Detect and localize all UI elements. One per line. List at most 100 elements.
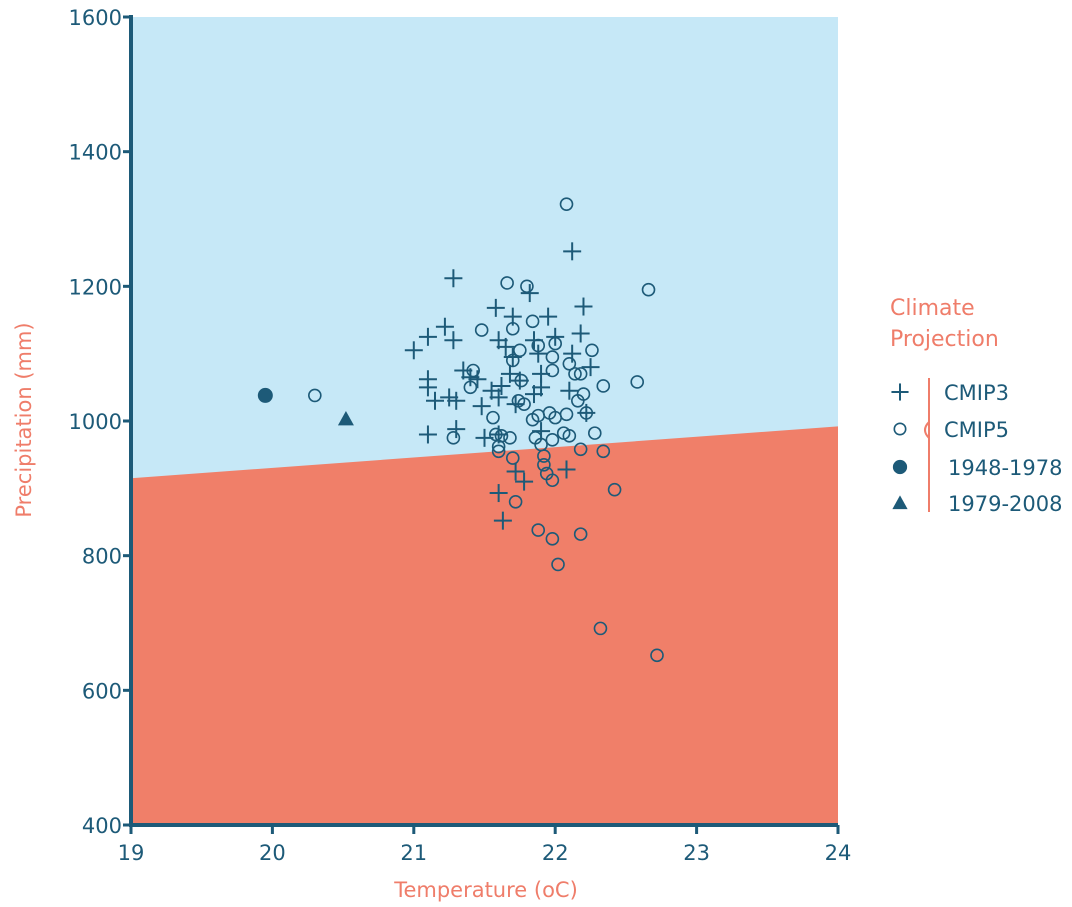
data-point [545,350,560,364]
data-point [559,407,574,422]
data-point [525,314,540,329]
background-region-below [131,426,838,825]
data-point [505,451,520,465]
data-point [545,433,560,447]
x-tick-label: 23 [683,841,710,865]
x-tick-label: 20 [259,841,286,865]
data-point [520,279,534,294]
series-1948-1978 [257,387,273,403]
data-point [531,523,546,537]
data-point [513,343,527,358]
data-point [545,473,560,488]
axes: 400 600 800 1000 1200 1400 1600 19 20 21 22 23 24 [69,6,852,865]
data-point [404,341,423,360]
data-point [508,494,523,509]
data-point [466,363,480,378]
y-tick-label: 1400 [69,141,122,165]
data-point [548,336,563,351]
data-point [505,321,520,336]
data-point [500,276,514,290]
data-point [506,395,525,414]
data-point [559,197,574,211]
data-point [529,344,548,363]
legend-title-line-2: Projection [890,327,999,352]
x-tick-label: 21 [400,841,427,865]
series-cmip3 [404,242,600,530]
data-point [493,511,512,530]
data-point [573,527,588,541]
data-point [503,348,522,367]
data-point [257,387,273,403]
data-point [514,373,529,388]
legend-label-cmip5: CMIP5 [944,418,1009,442]
data-point [532,378,551,397]
data-point [568,367,582,381]
legend-marker-1979-2008 [892,495,908,510]
data-point [579,406,594,420]
data-point [630,375,645,389]
series-1979-2008 [337,410,354,426]
data-point [308,388,322,403]
series-cmip5 [308,197,664,663]
data-point [587,426,602,440]
data-point [520,284,539,303]
y-tick-label: 600 [82,679,122,703]
data-point [581,358,600,377]
data-point [472,397,491,416]
data-point [461,368,480,387]
data-point [444,331,463,350]
y-tick-label: 1200 [69,275,122,299]
data-point [418,378,437,397]
y-tick-label: 800 [82,545,122,569]
data-point [492,376,511,395]
data-point [486,410,500,425]
data-point [440,388,459,407]
data-point [505,353,520,368]
data-point [560,381,579,400]
legend-label-1948-1978: 1948-1978 [948,456,1062,480]
data-point [539,307,558,326]
data-point [596,379,611,393]
data-point [517,397,531,411]
data-point [418,327,437,346]
data-point [489,388,508,407]
data-point [418,425,437,444]
data-point [576,387,591,401]
data-point [551,557,565,572]
data-point [562,429,577,443]
data-point [447,420,466,439]
data-point [531,338,546,353]
data-point [537,457,551,472]
data-point [585,343,599,358]
data-point [596,444,611,459]
data-point [545,532,560,546]
data-point [641,282,656,297]
data-point [496,337,515,356]
legend-title-line-1: Climate [890,296,975,321]
y-tick-label: 1000 [69,410,122,434]
legend-label-1979-2008: 1979-2008 [948,492,1062,516]
data-point [463,380,478,395]
legend-marker-1948-1978 [892,459,908,475]
legend: Climate Projection CMIP3 CMIP5 1948-1978 1979… [890,296,1062,516]
data-point [468,370,487,389]
data-point [573,367,588,381]
data-point [447,391,466,410]
y-tick-label: 1600 [69,6,122,30]
data-point [506,462,525,481]
data-point [435,317,454,336]
data-point [491,444,506,459]
data-point [563,344,582,363]
data-point [537,449,551,463]
x-axis-title: Temperature (oC) [393,878,578,902]
legend-label-cmip3: CMIP3 [944,381,1009,405]
y-tick-label: 400 [82,814,122,838]
data-point [337,410,354,426]
data-point [557,460,576,479]
x-tick-label: 19 [118,841,145,865]
x-tick-label: 22 [542,841,569,865]
data-point [607,482,622,497]
data-point [426,391,445,410]
legend-brace [924,421,930,439]
